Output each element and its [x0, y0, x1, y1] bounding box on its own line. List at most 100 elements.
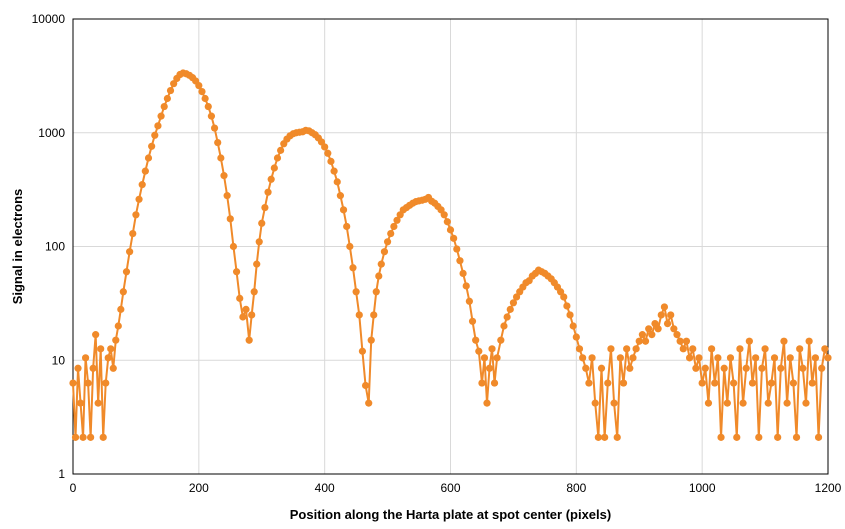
x-tick-label: 400: [315, 481, 335, 495]
data-point: [641, 337, 650, 345]
data-point: [195, 81, 203, 90]
data-point: [619, 379, 628, 387]
data-point: [654, 325, 662, 333]
data-point: [102, 379, 110, 387]
data-point: [277, 146, 285, 154]
data-point: [253, 260, 261, 268]
data-point: [755, 433, 763, 441]
data-point: [604, 379, 612, 387]
data-point: [148, 142, 156, 150]
data-point: [99, 433, 107, 441]
data-point: [572, 333, 580, 341]
data-point: [154, 122, 162, 130]
data-point: [81, 354, 90, 362]
data-point: [370, 311, 378, 319]
data-point: [610, 399, 618, 407]
data-point: [566, 311, 574, 319]
data-point: [468, 317, 477, 325]
data-point: [730, 379, 738, 387]
data-point: [632, 345, 640, 353]
data-point: [170, 80, 178, 88]
data-point: [490, 379, 499, 387]
data-point: [250, 288, 258, 296]
data-point: [264, 188, 272, 196]
data-point: [365, 399, 373, 407]
data-point: [94, 399, 102, 407]
data-point: [777, 364, 785, 372]
data-point: [132, 211, 140, 219]
data-point: [349, 264, 357, 272]
data-point: [107, 345, 115, 353]
x-axis-ticks: 0 200 400 600 800 1000 1200: [70, 481, 842, 495]
data-point: [575, 345, 584, 353]
data-point: [472, 336, 480, 344]
y-tick-label: 10: [52, 353, 66, 367]
data-point: [89, 364, 97, 372]
data-point: [372, 288, 380, 296]
data-point: [623, 345, 631, 353]
data-point: [811, 354, 820, 362]
data-point: [579, 354, 587, 362]
data-point: [591, 399, 599, 407]
data-point: [493, 354, 501, 362]
data-point: [97, 345, 105, 353]
data-point: [594, 433, 602, 441]
data-point: [226, 215, 234, 223]
data-point: [242, 305, 250, 313]
data-point: [695, 354, 703, 362]
data-point: [245, 336, 253, 344]
data-point: [733, 433, 741, 441]
data-point: [601, 433, 609, 441]
data-point: [92, 331, 100, 339]
data-point: [657, 311, 665, 319]
data-point: [774, 433, 782, 441]
data-point: [273, 154, 282, 162]
data-point: [497, 336, 505, 344]
data-point: [453, 245, 461, 253]
data-point: [327, 157, 335, 165]
data-point: [144, 154, 153, 162]
data-point: [629, 354, 637, 362]
data-point: [255, 238, 263, 246]
data-point: [84, 379, 92, 387]
data-point: [739, 399, 747, 407]
data-point: [346, 242, 354, 251]
data-point: [76, 399, 85, 407]
data-point: [462, 282, 470, 290]
data-point: [792, 433, 801, 441]
y-tick-label: 1: [58, 467, 65, 481]
data-point: [129, 229, 137, 238]
data-point: [808, 379, 816, 387]
data-point: [726, 354, 735, 362]
data-point: [459, 269, 467, 278]
data-point: [375, 272, 383, 280]
data-point: [258, 219, 266, 227]
data-point: [109, 364, 117, 372]
data-point: [223, 192, 231, 200]
data-point: [799, 364, 807, 372]
data-point: [761, 345, 769, 353]
data-point: [582, 364, 590, 372]
data-point: [509, 299, 518, 307]
data-point: [660, 303, 669, 311]
data-point: [210, 124, 219, 132]
data-point: [802, 399, 810, 407]
data-point: [645, 325, 653, 333]
data-point: [478, 379, 486, 387]
data-point: [104, 354, 112, 362]
data-point: [692, 364, 700, 372]
data-point: [560, 293, 568, 301]
data-point: [74, 364, 82, 372]
data-point: [204, 102, 212, 111]
data-point: [383, 238, 392, 246]
data-point: [821, 345, 829, 353]
data-point: [557, 288, 565, 296]
data-point: [163, 94, 171, 103]
data-point: [780, 337, 788, 345]
data-point: [711, 379, 719, 387]
data-point: [685, 354, 694, 362]
data-point: [367, 336, 375, 344]
data-point: [446, 226, 455, 234]
data-point: [229, 242, 238, 251]
